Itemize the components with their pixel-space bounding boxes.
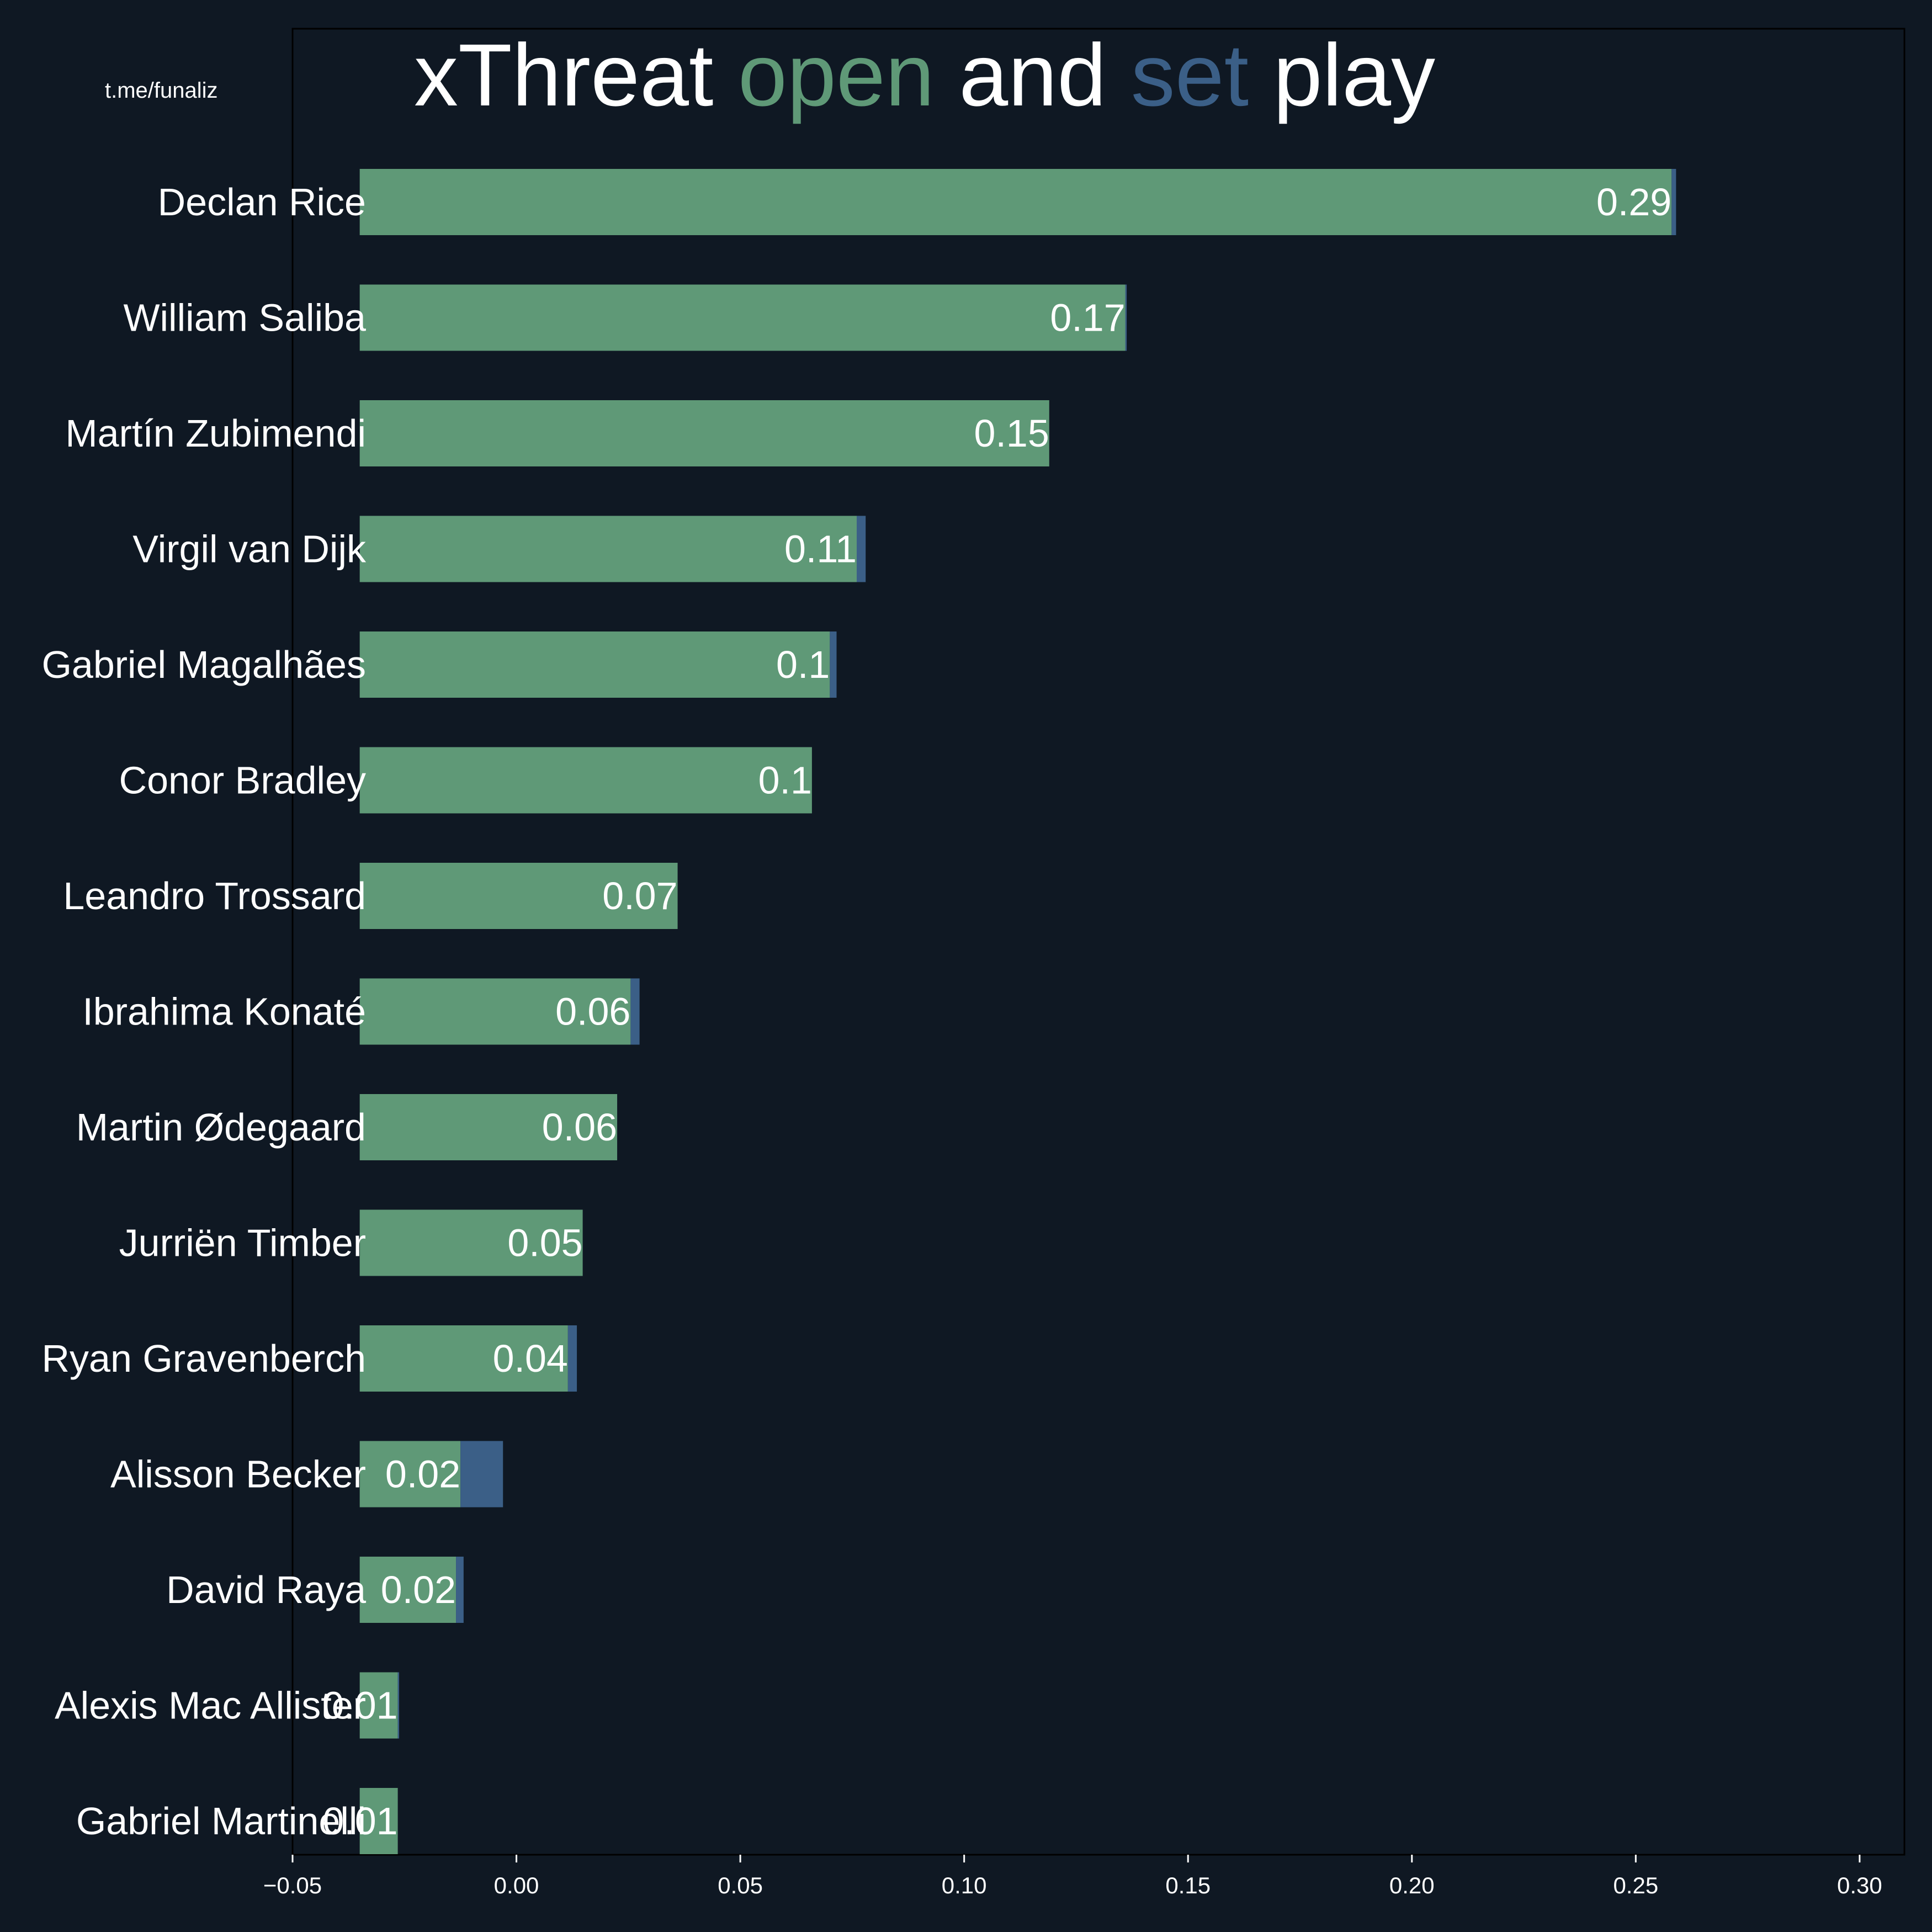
x-axis: −0.05 0.00 0.05 0.10 0.15 0.20 0.25 0.30 (263, 1855, 1882, 1898)
bar-open (359, 516, 857, 582)
bar-set (456, 1557, 464, 1623)
data-label: 0.17 (1050, 296, 1125, 339)
bars-layer (359, 169, 1676, 1854)
bar-set (1125, 284, 1127, 351)
data-label: 0.02 (385, 1453, 460, 1496)
watermark: t.me/funaliz (105, 78, 218, 103)
category-label: Jurriën Timber (119, 1222, 366, 1265)
bar-set (397, 1672, 400, 1739)
x-tick-label: 0.15 (1165, 1872, 1211, 1898)
data-label: 0.04 (493, 1337, 568, 1380)
data-label: 0.06 (542, 1106, 617, 1149)
title-part-1: xThreat (414, 25, 738, 124)
bar-open (359, 1325, 568, 1392)
chart-title: xThreat open and set play (414, 22, 1435, 128)
data-label: 0.29 (1596, 181, 1671, 224)
category-label: David Raya (166, 1568, 366, 1611)
title-open-word: open (737, 25, 935, 124)
x-tick-label: 0.20 (1389, 1872, 1435, 1898)
category-label: Gabriel Martinelli (76, 1800, 366, 1843)
x-tick-label: 0.10 (942, 1872, 987, 1898)
category-label: Martin Ødegaard (76, 1106, 366, 1149)
bar-open (359, 631, 830, 698)
category-label: Declan Rice (158, 181, 366, 224)
bar-open (359, 1094, 618, 1160)
bar-open (359, 1672, 398, 1739)
bar-open (359, 978, 631, 1045)
category-label: Ibrahima Konaté (82, 990, 366, 1033)
data-label: 0.02 (381, 1568, 456, 1611)
category-label: William Saliba (123, 296, 366, 339)
data-label: 0.05 (507, 1222, 582, 1265)
title-set-word: set (1130, 25, 1249, 124)
plot-frame (291, 28, 1906, 1856)
bar-open (359, 400, 1049, 466)
title-part-3: and (934, 25, 1131, 124)
category-label: Conor Bradley (119, 759, 366, 802)
data-label: 0.01 (322, 1684, 397, 1727)
category-label: Ryan Gravenberch (41, 1337, 366, 1380)
x-tick-label: 0.30 (1837, 1872, 1882, 1898)
bar-open (359, 1209, 583, 1276)
bar-open (359, 1788, 398, 1854)
data-label: 0.07 (602, 874, 677, 917)
labels-layer: Declan Rice 0.29 William Saliba 0.17 Martín … (41, 181, 1671, 1843)
data-label: 0.15 (974, 412, 1049, 455)
category-label: Alisson Becker (110, 1453, 366, 1496)
bar-set (460, 1441, 503, 1508)
bar-open (359, 1557, 457, 1623)
x-tick-label: 0.25 (1613, 1872, 1658, 1898)
bar-set (567, 1325, 577, 1392)
category-label: Leandro Trossard (63, 874, 366, 917)
data-label: 0.11 (784, 528, 857, 571)
category-label: Gabriel Magalhães (41, 643, 366, 686)
category-label: Virgil van Dijk (132, 528, 367, 571)
bar-set (830, 631, 837, 698)
bar-open (359, 863, 678, 929)
bar-open (359, 747, 812, 814)
title-part-5: play (1249, 25, 1436, 124)
data-label: 0.1 (776, 643, 830, 686)
bar-set (630, 978, 640, 1045)
data-label: 0.1 (758, 759, 812, 802)
category-label: Martín Zubimendi (65, 412, 366, 455)
x-tick-label: 0.05 (718, 1872, 763, 1898)
bar-set (1671, 169, 1676, 235)
data-label: 0.06 (555, 990, 630, 1033)
bar-set (857, 516, 866, 582)
bar-open (359, 284, 1126, 351)
bar-open (359, 169, 1672, 235)
data-label: 0.01 (322, 1800, 397, 1843)
x-tick-label: 0.00 (494, 1872, 539, 1898)
category-label: Alexis Mac Allister (55, 1684, 366, 1727)
bar-open (359, 1441, 461, 1508)
x-tick-label: −0.05 (263, 1872, 322, 1898)
